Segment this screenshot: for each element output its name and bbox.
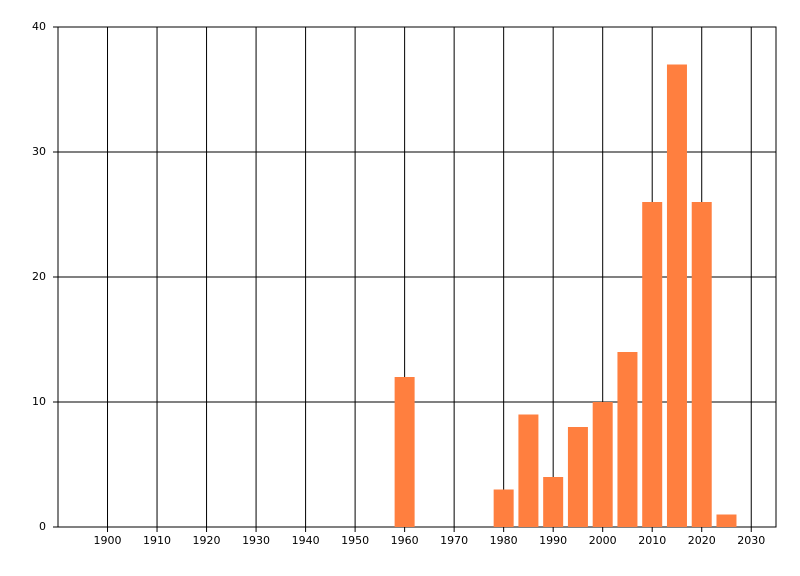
- x-tick-label: 1910: [143, 534, 171, 547]
- y-tick-label: 30: [32, 145, 46, 158]
- bar: [543, 477, 564, 527]
- bar: [592, 402, 613, 527]
- x-tick-label: 2030: [737, 534, 765, 547]
- x-tick-label: 2000: [589, 534, 617, 547]
- x-tick-label: 1940: [292, 534, 320, 547]
- y-tick-label: 10: [32, 395, 46, 408]
- bar: [394, 377, 415, 527]
- y-tick-label: 20: [32, 270, 46, 283]
- bar: [666, 64, 687, 527]
- bar: [567, 427, 588, 527]
- y-tick-label: 40: [32, 20, 46, 33]
- x-tick-label: 1990: [539, 534, 567, 547]
- bar: [617, 352, 638, 527]
- x-tick-label: 1950: [341, 534, 369, 547]
- bar: [691, 202, 712, 527]
- bar: [493, 489, 514, 527]
- x-tick-label: 2010: [638, 534, 666, 547]
- x-tick-label: 1900: [94, 534, 122, 547]
- x-tick-label: 1920: [193, 534, 221, 547]
- x-tick-label: 1970: [440, 534, 468, 547]
- x-tick-label: 1960: [391, 534, 419, 547]
- bar: [642, 202, 663, 527]
- y-tick-label: 0: [39, 520, 46, 533]
- x-tick-label: 1980: [490, 534, 518, 547]
- bar: [518, 414, 539, 527]
- x-tick-label: 1930: [242, 534, 270, 547]
- bar: [716, 514, 737, 527]
- x-tick-label: 2020: [688, 534, 716, 547]
